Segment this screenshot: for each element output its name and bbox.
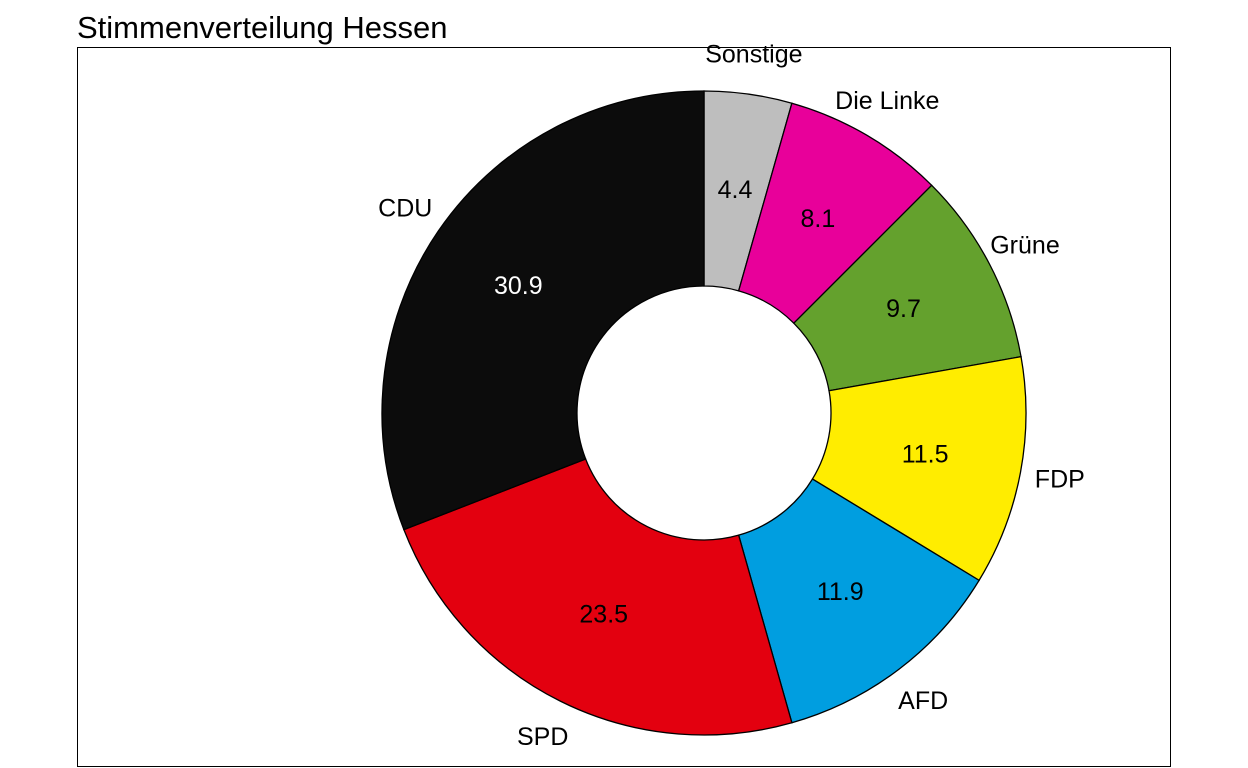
value-label-cdu: 30.9: [494, 272, 543, 300]
category-label-die-linke: Die Linke: [835, 87, 939, 115]
value-label-spd: 23.5: [579, 600, 628, 628]
category-label-spd: SPD: [517, 723, 568, 751]
category-label-cdu: CDU: [378, 195, 432, 223]
slice-afd: [737, 478, 980, 724]
value-label-afd: 11.9: [817, 578, 864, 606]
chart-title: Stimmenverteilung Hessen: [77, 10, 448, 45]
value-label-die-linke: 8.1: [801, 205, 836, 233]
category-label-afd: AFD: [898, 687, 948, 715]
slice-cdu: [381, 90, 705, 531]
value-label-gr-ne: 9.7: [886, 295, 921, 323]
value-labels-group: 4.4 8.1 9.7 11.5 11.9 23.5 30.9: [494, 176, 949, 628]
category-label-gr-ne: Grüne: [990, 232, 1059, 260]
slice-spd: [403, 458, 793, 736]
category-labels-group: Sonstige Die Linke Grüne FDP AFD SPD CDU: [378, 40, 1085, 751]
value-label-sonstige: 4.4: [718, 176, 753, 204]
category-label-sonstige: Sonstige: [705, 40, 802, 68]
slice-gr-ne: [792, 184, 1022, 392]
category-label-fdp: FDP: [1035, 466, 1085, 494]
slice-fdp: [811, 355, 1027, 582]
slices-group: [381, 90, 1027, 736]
value-label-fdp: 11.5: [902, 440, 949, 468]
